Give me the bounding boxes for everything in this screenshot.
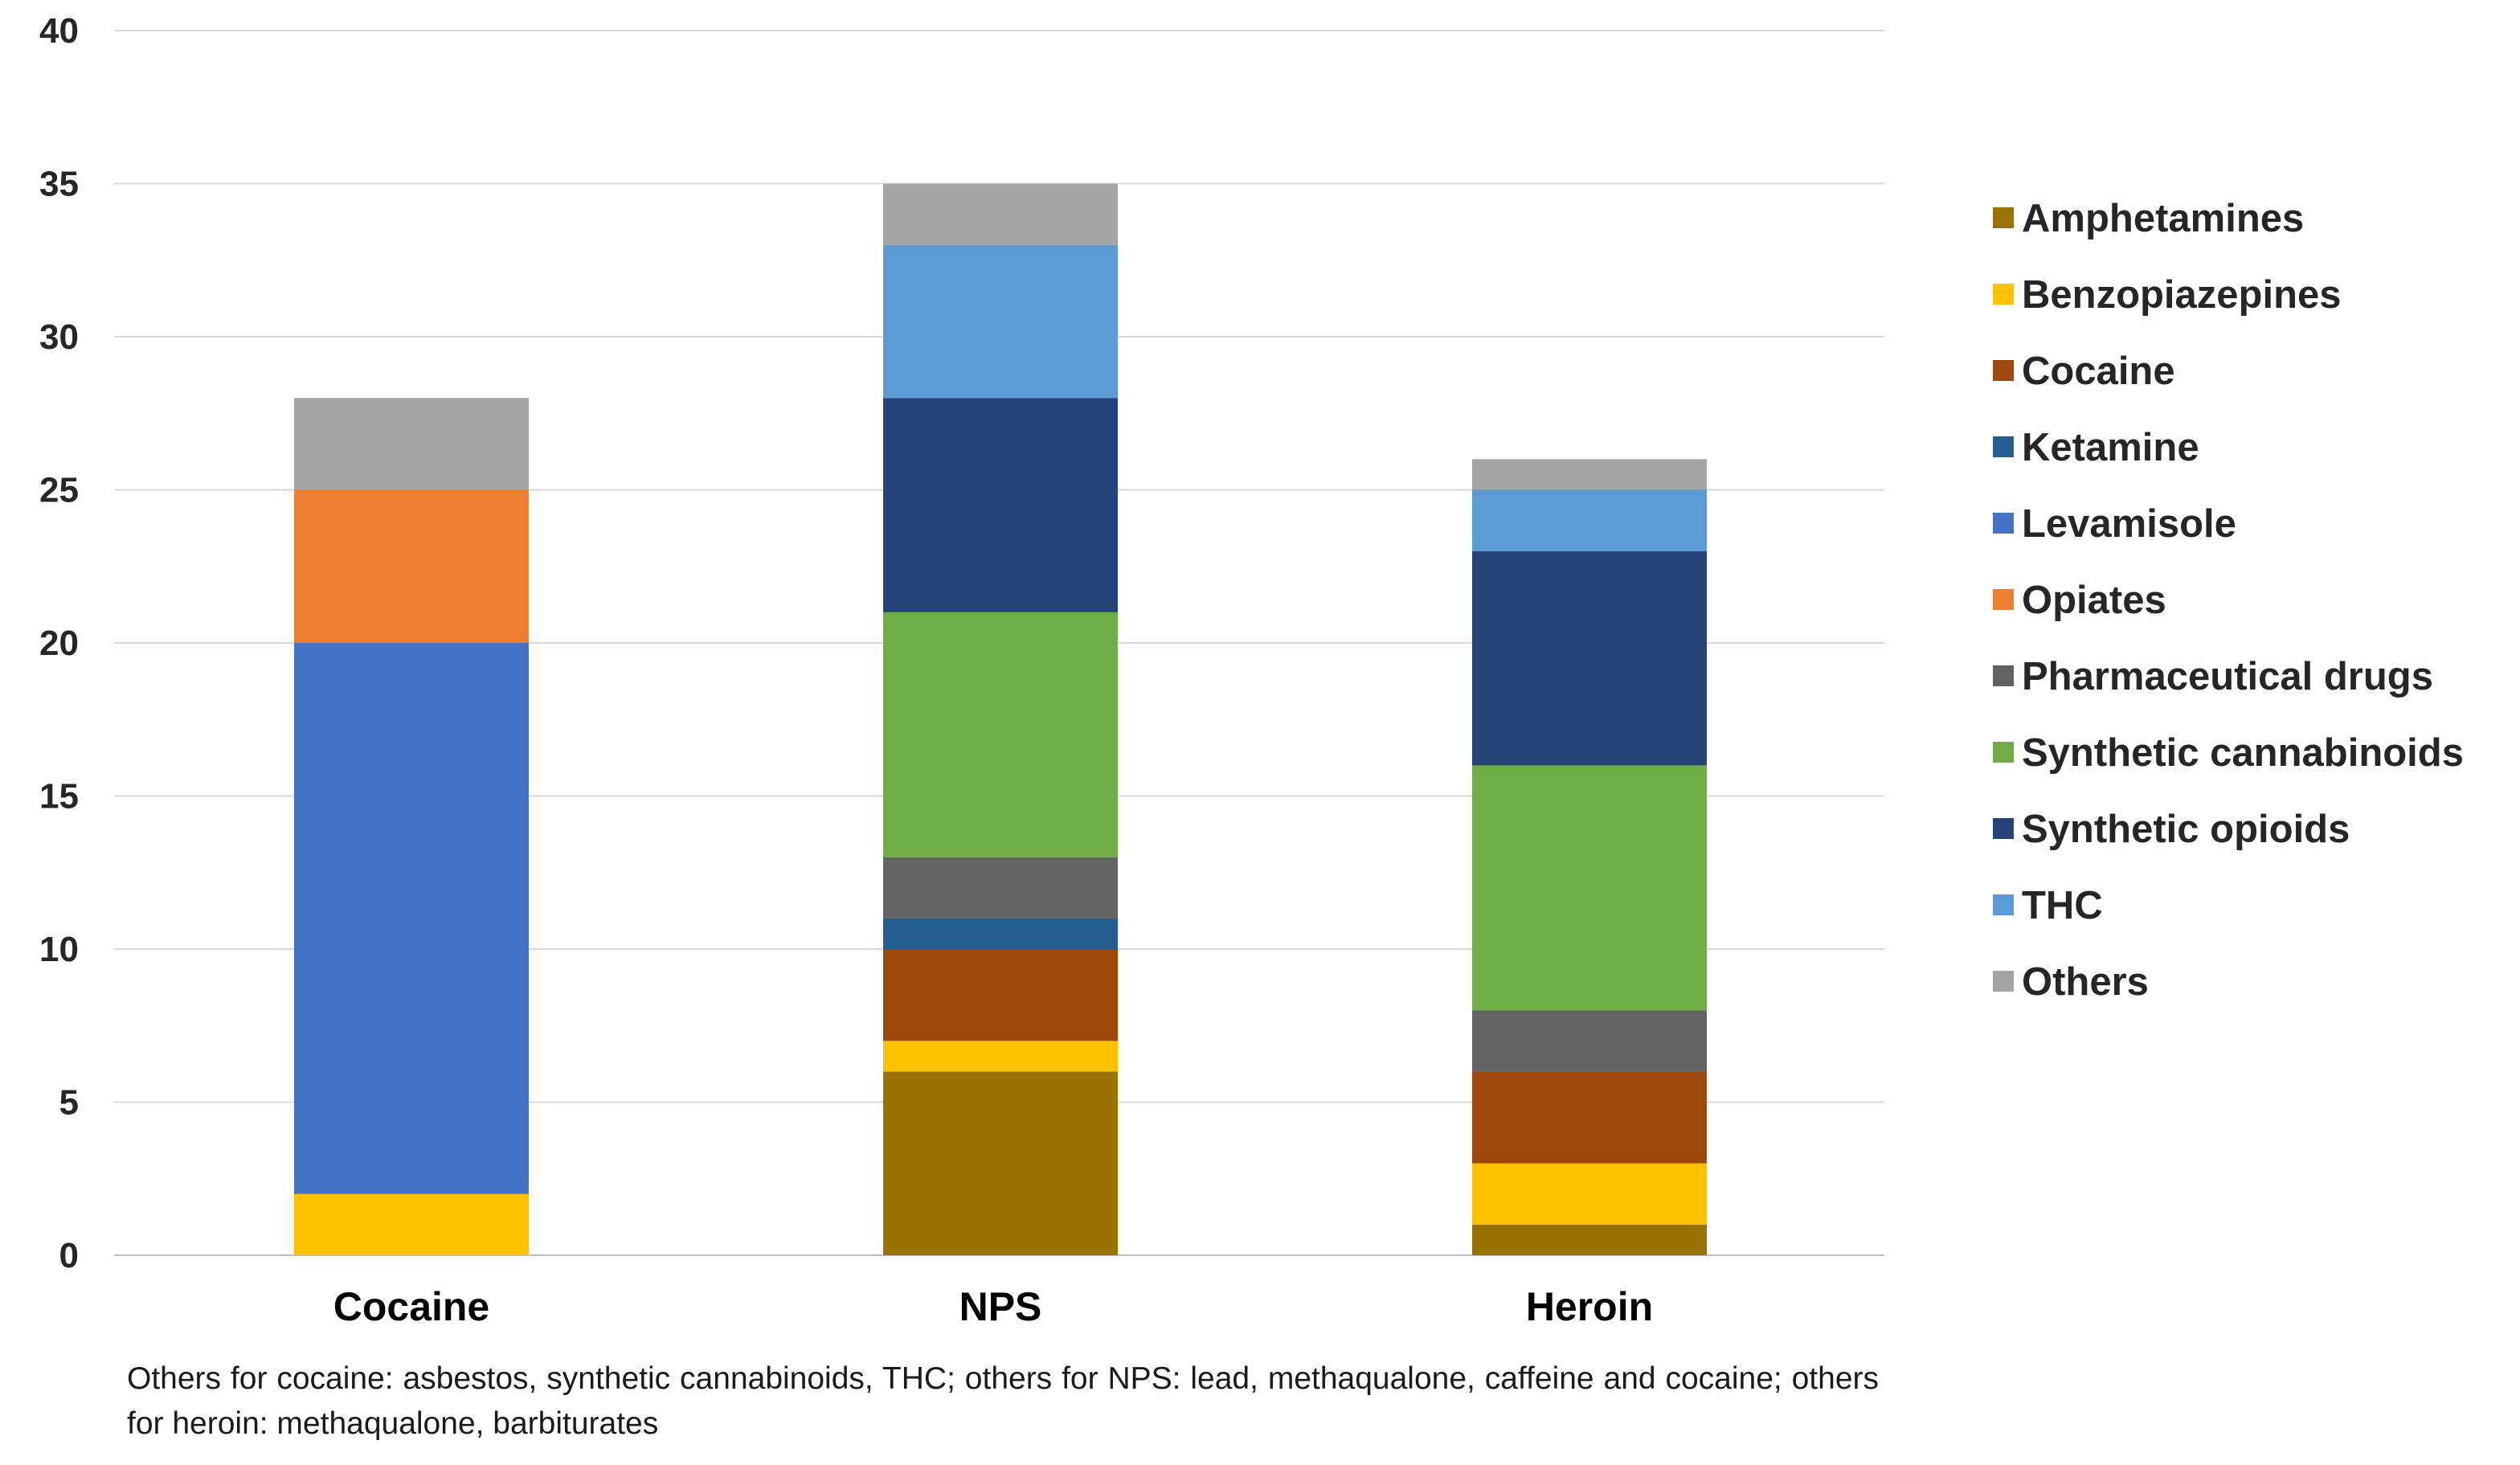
bar-segment	[294, 643, 529, 1194]
legend-item: Benzopiazepines	[1993, 273, 2342, 317]
bar-segment	[883, 398, 1118, 612]
legend-label: Levamisole	[2022, 502, 2236, 546]
bar-segment	[294, 489, 529, 643]
y-tick-label: 35	[39, 165, 79, 204]
legend-swatch	[1993, 665, 2014, 686]
legend-item: Synthetic cannabinoids	[1993, 731, 2464, 775]
legend-swatch	[1993, 207, 2014, 228]
legend-item: Ketamine	[1993, 426, 2199, 469]
bar-segment	[883, 1071, 1118, 1255]
legend-swatch	[1993, 513, 2014, 534]
bar-segment	[883, 1041, 1118, 1072]
y-tick-label: 5	[59, 1083, 79, 1123]
legend-item: Pharmaceutical drugs	[1993, 655, 2433, 698]
bars	[294, 183, 1707, 1255]
bar-segment	[1472, 459, 1707, 490]
bar-stack-cocaine	[294, 398, 529, 1255]
legend-swatch	[1993, 284, 2014, 305]
bar-segment	[1472, 550, 1707, 766]
legend-label: Opiates	[2022, 579, 2166, 622]
y-axis-ticks: 0 5 10 15 20 25 30 35 40	[39, 11, 79, 1275]
legend-swatch	[1993, 971, 2014, 992]
bar-segment	[1472, 1071, 1707, 1164]
bar-segment	[1472, 1224, 1707, 1255]
legend-label: Benzopiazepines	[2022, 273, 2342, 317]
legend-label: Cocaine	[2022, 350, 2175, 393]
legend-item: Cocaine	[1993, 350, 2175, 393]
x-axis-categories: Cocaine NPS Heroin	[333, 1284, 1653, 1329]
legend-label: Ketamine	[2022, 426, 2199, 469]
legend-swatch	[1993, 360, 2014, 381]
legend-label: THC	[2022, 884, 2103, 927]
y-tick-label: 40	[39, 11, 79, 51]
x-category-label: Heroin	[1526, 1284, 1653, 1329]
legend-label: Synthetic opioids	[2022, 808, 2350, 851]
x-category-label: Cocaine	[333, 1284, 490, 1329]
bar-segment	[883, 612, 1118, 857]
bar-segment	[1472, 489, 1707, 551]
legend-item: Others	[1993, 960, 2149, 1004]
bar-segment	[294, 398, 529, 490]
legend-swatch	[1993, 589, 2014, 610]
bar-stack-nps	[883, 183, 1118, 1255]
legend-item: THC	[1993, 884, 2103, 927]
bar-segment	[883, 857, 1118, 919]
legend-swatch	[1993, 742, 2014, 763]
bar-segment	[883, 244, 1118, 399]
legend-item: Levamisole	[1993, 502, 2236, 546]
legend-item: Opiates	[1993, 579, 2166, 622]
chart-footnote: Others for cocaine: asbestos, synthetic …	[127, 1361, 1879, 1441]
y-tick-label: 30	[39, 317, 79, 357]
y-tick-label: 20	[39, 624, 79, 663]
bar-segment	[883, 949, 1118, 1041]
bar-segment	[294, 1193, 529, 1255]
bar-segment	[1472, 765, 1707, 1011]
y-tick-label: 10	[39, 930, 79, 969]
bar-segment	[1472, 1010, 1707, 1072]
legend-item: Amphetamines	[1993, 197, 2304, 240]
legend-label: Others	[2022, 960, 2149, 1004]
y-tick-label: 15	[39, 777, 79, 816]
bar-segment	[883, 183, 1118, 245]
x-category-label: NPS	[959, 1284, 1042, 1329]
bar-stack-heroin	[1472, 459, 1707, 1255]
bar-segment	[883, 918, 1118, 949]
legend-label: Synthetic cannabinoids	[2022, 731, 2464, 775]
legend: Amphetamines Benzopiazepines Cocaine Ketami…	[1993, 197, 2464, 1004]
legend-label: Amphetamines	[2022, 197, 2304, 240]
legend-label: Pharmaceutical drugs	[2022, 655, 2433, 698]
y-tick-label: 0	[59, 1236, 79, 1275]
y-tick-label: 25	[39, 471, 79, 510]
legend-swatch	[1993, 894, 2014, 915]
legend-item: Synthetic opioids	[1993, 808, 2350, 851]
bar-segment	[1472, 1163, 1707, 1225]
legend-swatch	[1993, 818, 2014, 839]
legend-swatch	[1993, 436, 2014, 457]
